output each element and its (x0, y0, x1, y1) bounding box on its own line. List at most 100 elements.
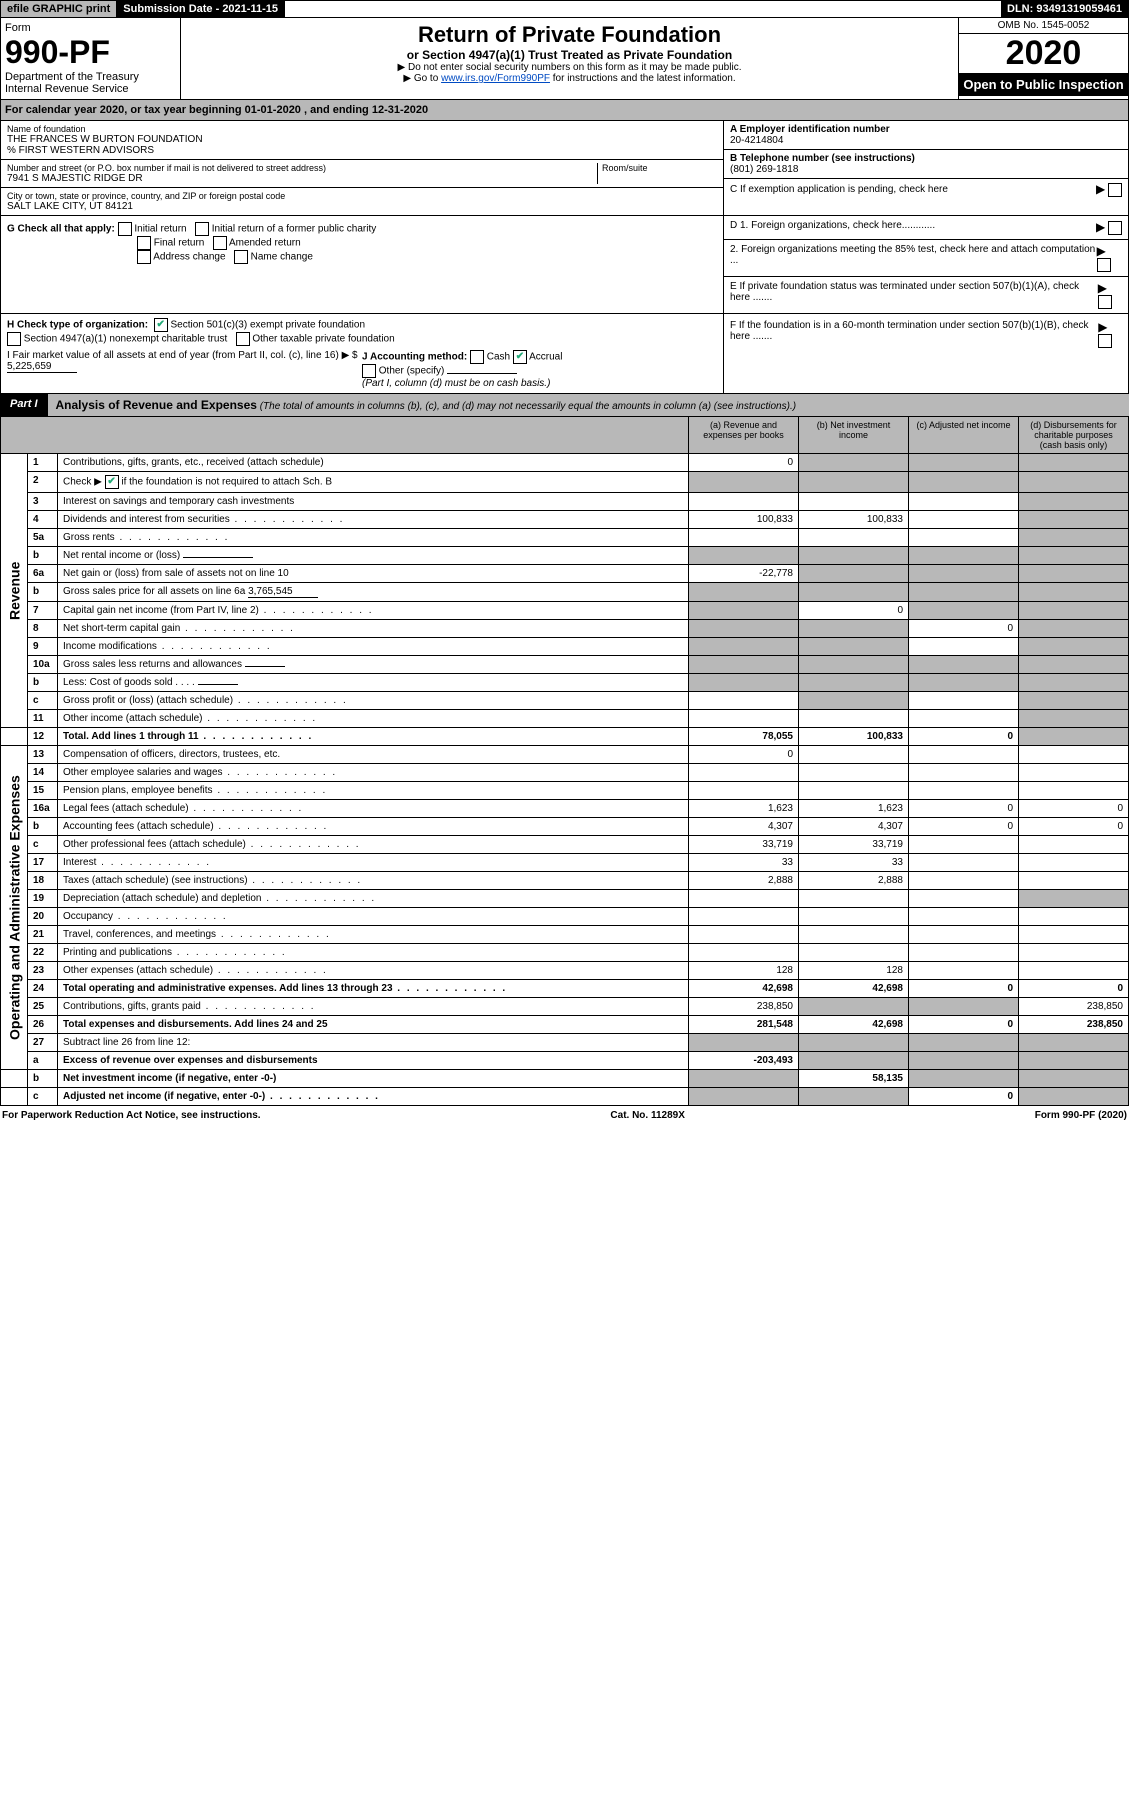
f-checkbox[interactable] (1098, 334, 1112, 348)
line-2-desc: Check ▶ if the foundation is not require… (58, 472, 689, 493)
j-label: J Accounting method: (362, 352, 467, 363)
line-11-desc: Other income (attach schedule) (58, 710, 689, 728)
line-1-desc: Contributions, gifts, grants, etc., rece… (58, 454, 689, 472)
line-12-desc: Total. Add lines 1 through 11 (58, 728, 689, 746)
expenses-side-label: Operating and Administrative Expenses (1, 746, 28, 1070)
line-6b-desc: Gross sales price for all assets on line… (58, 583, 689, 602)
section-g-h: G Check all that apply: Initial return I… (0, 216, 1129, 314)
line-18-desc: Taxes (attach schedule) (see instruction… (58, 872, 689, 890)
h-501c3-checkbox[interactable] (154, 318, 168, 332)
footer-right: Form 990-PF (2020) (1035, 1110, 1127, 1121)
line-13-desc: Compensation of officers, directors, tru… (58, 746, 689, 764)
street-address: 7941 S MAJESTIC RIDGE DR (7, 173, 597, 184)
line-23-desc: Other expenses (attach schedule) (58, 962, 689, 980)
g-address-change[interactable] (137, 250, 151, 264)
line-20-desc: Occupancy (58, 908, 689, 926)
irs-link[interactable]: www.irs.gov/Form990PF (441, 73, 550, 84)
col-d-header: (d) Disbursements for charitable purpose… (1019, 417, 1129, 454)
name-label: Name of foundation (7, 124, 717, 134)
d1-label: D 1. Foreign organizations, check here..… (730, 220, 935, 235)
col-c-header: (c) Adjusted net income (909, 417, 1019, 454)
calendar-year-row: For calendar year 2020, or tax year begi… (0, 100, 1129, 121)
e-label: E If private foundation status was termi… (730, 281, 1098, 309)
phone-label: B Telephone number (see instructions) (730, 153, 1122, 164)
foundation-name: THE FRANCES W BURTON FOUNDATION (7, 134, 717, 145)
c-checkbox[interactable] (1108, 183, 1122, 197)
form-title: Return of Private Foundation (185, 22, 954, 48)
ein-value: 20-4214804 (730, 135, 1122, 146)
line-22-desc: Printing and publications (58, 944, 689, 962)
j-note: (Part I, column (d) must be on cash basi… (362, 378, 550, 389)
page-footer: For Paperwork Reduction Act Notice, see … (0, 1106, 1129, 1125)
line-5a-desc: Gross rents (58, 529, 689, 547)
footer-left: For Paperwork Reduction Act Notice, see … (2, 1110, 261, 1121)
line-10a-desc: Gross sales less returns and allowances (58, 656, 689, 674)
g-label: G Check all that apply: (7, 224, 115, 235)
submission-date: Submission Date - 2021-11-15 (117, 1, 285, 17)
h-other-checkbox[interactable] (236, 332, 250, 346)
line-17-desc: Interest (58, 854, 689, 872)
col-b-header: (b) Net investment income (799, 417, 909, 454)
d1-checkbox[interactable] (1108, 221, 1122, 235)
dept-treasury: Department of the Treasury (5, 71, 176, 83)
line-16b-desc: Accounting fees (attach schedule) (58, 818, 689, 836)
line-7-desc: Capital gain net income (from Part IV, l… (58, 602, 689, 620)
irs-label: Internal Revenue Service (5, 83, 176, 95)
j-other-checkbox[interactable] (362, 364, 376, 378)
g-initial-former[interactable] (195, 222, 209, 236)
tax-year: 2020 (959, 34, 1128, 73)
city-label: City or town, state or province, country… (7, 191, 717, 201)
schb-checkbox[interactable] (105, 475, 119, 489)
footer-mid: Cat. No. 11289X (610, 1110, 684, 1121)
g-initial-return[interactable] (118, 222, 132, 236)
line-14-desc: Other employee salaries and wages (58, 764, 689, 782)
line-3-desc: Interest on savings and temporary cash i… (58, 493, 689, 511)
line-4-desc: Dividends and interest from securities (58, 511, 689, 529)
line-15-desc: Pension plans, employee benefits (58, 782, 689, 800)
i-fmv-value: 5,225,659 (7, 361, 77, 373)
h-4947-checkbox[interactable] (7, 332, 21, 346)
line-10b-desc: Less: Cost of goods sold . . . . (58, 674, 689, 692)
part1-title-note: (The total of amounts in columns (b), (c… (257, 401, 796, 412)
line-26-desc: Total expenses and disbursements. Add li… (58, 1016, 689, 1034)
part1-title: Analysis of Revenue and Expenses (56, 398, 257, 412)
line-16a-desc: Legal fees (attach schedule) (58, 800, 689, 818)
d2-label: 2. Foreign organizations meeting the 85%… (730, 244, 1097, 272)
form-label: Form (5, 22, 176, 34)
c-label: C If exemption application is pending, c… (730, 184, 948, 195)
instruction-2: ▶ Go to www.irs.gov/Form990PF for instru… (185, 73, 954, 84)
line-6a-desc: Net gain or (loss) from sale of assets n… (58, 565, 689, 583)
line-25-desc: Contributions, gifts, grants paid (58, 998, 689, 1016)
phone-value: (801) 269-1818 (730, 164, 1122, 175)
g-name-change[interactable] (234, 250, 248, 264)
ein-label: A Employer identification number (730, 124, 1122, 135)
section-h-i-j: H Check type of organization: Section 50… (0, 314, 1129, 394)
e-checkbox[interactable] (1098, 295, 1112, 309)
efile-print-button[interactable]: efile GRAPHIC print (1, 1, 117, 17)
line-27c-desc: Adjusted net income (if negative, enter … (58, 1088, 689, 1106)
d2-checkbox[interactable] (1097, 258, 1111, 272)
omb-number: OMB No. 1545-0052 (959, 18, 1128, 34)
instruction-1: ▶ Do not enter social security numbers o… (185, 62, 954, 73)
line-24-desc: Total operating and administrative expen… (58, 980, 689, 998)
addr-label: Number and street (or P.O. box number if… (7, 163, 597, 173)
f-label: F If the foundation is in a 60-month ter… (730, 320, 1098, 348)
top-bar: efile GRAPHIC print Submission Date - 20… (0, 0, 1129, 18)
city-state-zip: SALT LAKE CITY, UT 84121 (7, 201, 717, 212)
form-subtitle: or Section 4947(a)(1) Trust Treated as P… (185, 48, 954, 62)
dln: DLN: 93491319059461 (1001, 1, 1128, 17)
j-accrual-checkbox[interactable] (513, 350, 527, 364)
g-final-return[interactable] (137, 236, 151, 250)
line-19-desc: Depreciation (attach schedule) and deple… (58, 890, 689, 908)
part1-table: (a) Revenue and expenses per books (b) N… (0, 416, 1129, 1106)
part1-header: Part I Analysis of Revenue and Expenses … (0, 394, 1129, 416)
j-cash-checkbox[interactable] (470, 350, 484, 364)
line-10c-desc: Gross profit or (loss) (attach schedule) (58, 692, 689, 710)
g-amended[interactable] (213, 236, 227, 250)
col-a-header: (a) Revenue and expenses per books (689, 417, 799, 454)
line-16c-desc: Other professional fees (attach schedule… (58, 836, 689, 854)
form-header: Form 990-PF Department of the Treasury I… (0, 18, 1129, 100)
line-27a-desc: Excess of revenue over expenses and disb… (58, 1052, 689, 1070)
i-label: I Fair market value of all assets at end… (7, 350, 358, 361)
line-21-desc: Travel, conferences, and meetings (58, 926, 689, 944)
